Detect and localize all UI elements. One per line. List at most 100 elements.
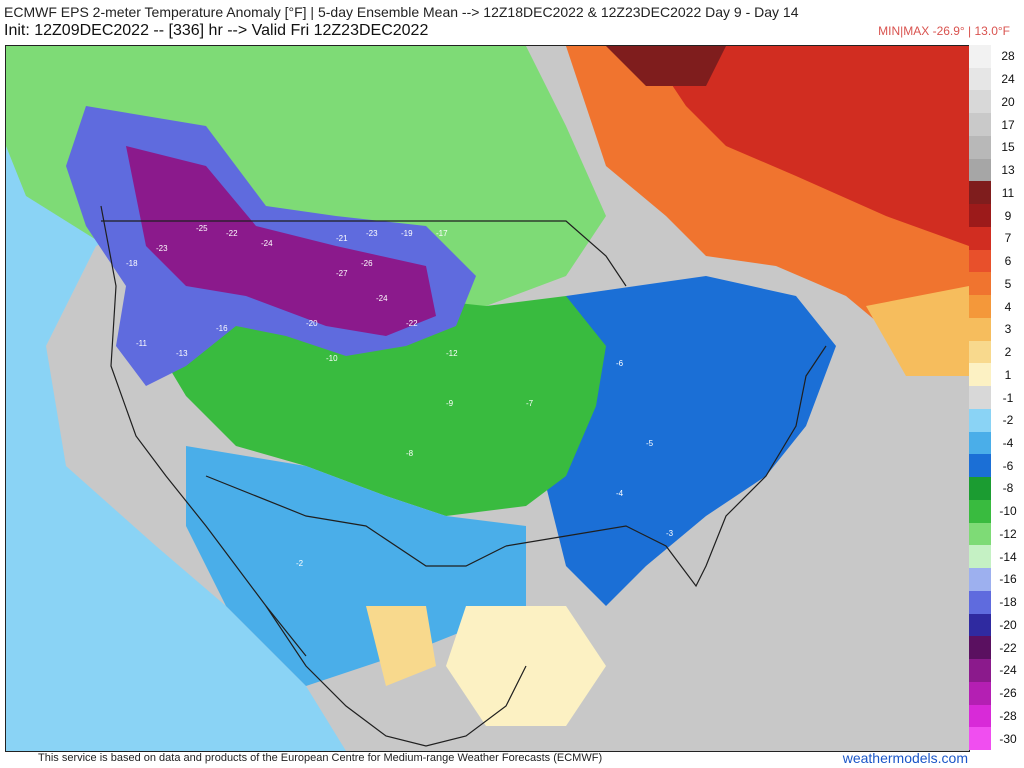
scale-swatch: [969, 317, 991, 341]
scale-swatch: [969, 659, 991, 683]
scale-swatch: [969, 454, 991, 478]
canada-hot-zone: [646, 46, 969, 246]
scale-swatch: [969, 477, 991, 501]
anomaly-value: -26: [361, 259, 373, 268]
scale-swatch: [969, 90, 991, 114]
scale-label: -28: [999, 708, 1017, 723]
scale-swatch: [969, 249, 991, 273]
scale-swatch: [969, 499, 991, 523]
scale-label: 17: [1001, 117, 1015, 132]
scale-label: -10: [999, 504, 1017, 519]
gulf-atlantic-coast: [505, 345, 827, 588]
west-coast: [100, 205, 307, 657]
anomaly-value: -23: [156, 244, 168, 253]
us-canada-border: [101, 220, 627, 287]
scale-label: -2: [1002, 413, 1014, 428]
hudson-max-zone: [606, 46, 726, 86]
anomaly-value: -21: [336, 234, 348, 243]
scale-label: 5: [1004, 276, 1012, 291]
scale-swatch: [969, 727, 991, 751]
scale-label: -22: [999, 640, 1017, 655]
scale-swatch: [969, 613, 991, 637]
color-scale-legend: 28 24 20 17 15 13 11 9 7 6 5 4 3 2 1 -1 -2 -4 -6 -8 -10 -12 -1…: [969, 45, 1024, 751]
anomaly-value: -23: [366, 229, 378, 238]
scale-label: 13: [1001, 163, 1015, 178]
scale-swatch: [969, 67, 991, 91]
anomaly-value: -2: [296, 559, 304, 568]
anomaly-value: -19: [401, 229, 413, 238]
scale-swatch: [969, 272, 991, 296]
anomaly-value: -6: [616, 359, 624, 368]
scale-swatch: [969, 204, 991, 228]
scale-swatch: [969, 545, 991, 569]
scale-swatch: [969, 590, 991, 614]
scale-label: -4: [1002, 435, 1014, 450]
east-us-blue-zone: [546, 276, 836, 606]
scale-label: -1: [1002, 390, 1014, 405]
anomaly-map: -18 -23 -25 -22 -24 -21 -23 -19 -17 -26 …: [5, 45, 970, 752]
anomaly-value: -11: [136, 339, 148, 348]
scale-swatch: [969, 704, 991, 728]
anomaly-value: -12: [446, 349, 458, 358]
boundaries: [100, 205, 827, 747]
mexico-coast: [265, 605, 527, 747]
scale-label: -14: [999, 549, 1017, 564]
anomaly-value: -4: [616, 489, 624, 498]
brand-link[interactable]: weathermodels.com: [842, 750, 968, 766]
scale-label: 4: [1004, 299, 1012, 314]
scale-swatch: [969, 340, 991, 364]
map-title: ECMWF EPS 2-meter Temperature Anomaly [°…: [4, 4, 799, 20]
anomaly-value: -18: [126, 259, 138, 268]
anomaly-value: -16: [216, 324, 228, 333]
scale-swatch: [969, 158, 991, 182]
scale-swatch: [969, 113, 991, 137]
scale-label: -6: [1002, 458, 1014, 473]
scale-swatch: [969, 408, 991, 432]
scale-label: 2: [1004, 345, 1012, 360]
scale-swatch: [969, 181, 991, 205]
scale-swatch: [969, 568, 991, 592]
atlantic-warm-zone: [866, 286, 969, 376]
scale-swatch: [969, 386, 991, 410]
anomaly-value: -7: [526, 399, 534, 408]
map-canvas: -18 -23 -25 -22 -24 -21 -23 -19 -17 -26 …: [6, 46, 969, 751]
anomaly-value: -17: [436, 229, 448, 238]
scale-label: -16: [999, 572, 1017, 587]
scale-label: 20: [1001, 94, 1015, 109]
scale-label: 15: [1001, 140, 1015, 155]
anomaly-value: -22: [406, 319, 418, 328]
cold-core-zone: [126, 146, 436, 336]
map-subtitle: Init: 12Z09DEC2022 -- [336] hr --> Valid…: [4, 22, 429, 39]
anomaly-number-layer: -18 -23 -25 -22 -24 -21 -23 -19 -17 -26 …: [126, 224, 674, 568]
anomaly-value: -25: [196, 224, 208, 233]
anomaly-value: -3: [666, 529, 674, 538]
central-green-zone: [156, 276, 606, 516]
scale-swatch: [969, 45, 991, 68]
scale-swatch: [969, 226, 991, 250]
mexico-warm-zone: [366, 606, 436, 686]
scale-label: -24: [999, 663, 1017, 678]
scale-label: 7: [1004, 231, 1012, 246]
anomaly-value: -24: [261, 239, 273, 248]
scale-label: 28: [1001, 49, 1015, 64]
scale-label: -12: [999, 526, 1017, 541]
anomaly-value: -9: [446, 399, 454, 408]
scale-label: 9: [1004, 208, 1012, 223]
scale-swatch: [969, 295, 991, 319]
anomaly-value: -22: [226, 229, 238, 238]
scale-label: -18: [999, 595, 1017, 610]
us-mexico-border: [205, 475, 507, 567]
scale-label: 11: [1001, 185, 1015, 200]
southwest-blue-zone: [186, 446, 526, 686]
anomaly-value: -13: [176, 349, 188, 358]
anomaly-value: -10: [326, 354, 338, 363]
anomaly-value: -24: [376, 294, 388, 303]
scale-swatch: [969, 363, 991, 387]
anomaly-value: -5: [646, 439, 654, 448]
scale-label: -30: [999, 731, 1017, 746]
scale-label: -20: [999, 617, 1017, 632]
scale-swatch: [969, 522, 991, 546]
header: ECMWF EPS 2-meter Temperature Anomaly [°…: [0, 0, 1024, 44]
min-max-readout: MIN|MAX -26.9° | 13.0°F: [878, 24, 1010, 38]
scale-label: 3: [1004, 322, 1012, 337]
